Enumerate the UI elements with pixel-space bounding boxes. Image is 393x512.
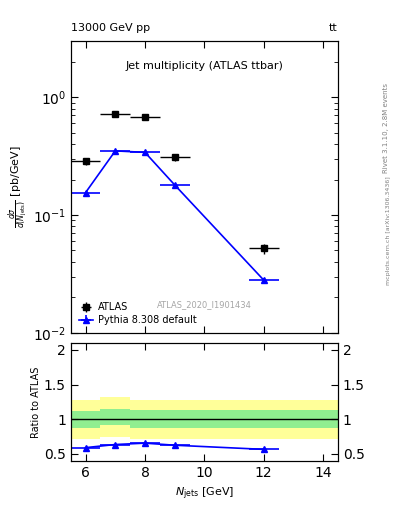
Text: 13000 GeV pp: 13000 GeV pp	[71, 23, 150, 33]
Text: ATLAS_2020_I1901434: ATLAS_2020_I1901434	[157, 301, 252, 309]
Y-axis label: $\frac{d\sigma}{d\left(N_\mathrm{jets}\right)}$ [pb/GeV]: $\frac{d\sigma}{d\left(N_\mathrm{jets}\r…	[6, 145, 30, 228]
Text: Rivet 3.1.10, 2.8M events: Rivet 3.1.10, 2.8M events	[383, 83, 389, 173]
Text: Jet multiplicity (ATLAS ttbar): Jet multiplicity (ATLAS ttbar)	[125, 61, 283, 71]
Text: mcplots.cern.ch [arXiv:1306.3436]: mcplots.cern.ch [arXiv:1306.3436]	[386, 176, 391, 285]
X-axis label: $N_\mathrm{jets}$ [GeV]: $N_\mathrm{jets}$ [GeV]	[175, 485, 234, 502]
Text: tt: tt	[329, 23, 338, 33]
Legend: ATLAS, Pythia 8.308 default: ATLAS, Pythia 8.308 default	[75, 299, 200, 328]
Y-axis label: Ratio to ATLAS: Ratio to ATLAS	[31, 366, 41, 438]
